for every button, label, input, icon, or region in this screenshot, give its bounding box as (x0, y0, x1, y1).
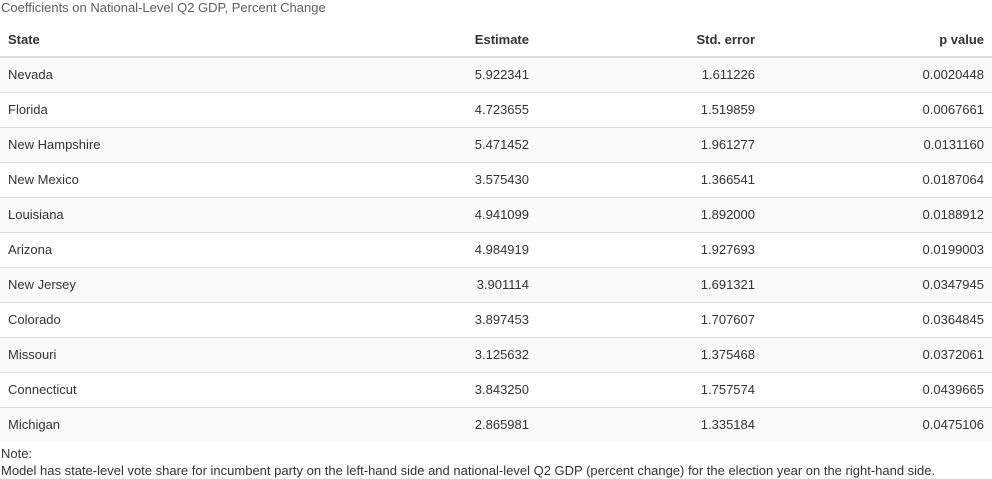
cell-std-error: 1.707607 (537, 301, 763, 337)
column-header-p-value[interactable]: p value (763, 23, 992, 58)
table-row: Colorado 3.897453 1.707607 0.0364845 (0, 301, 992, 337)
cell-std-error: 1.519859 (537, 91, 763, 127)
cell-std-error: 1.335184 (537, 406, 763, 442)
table-row: New Mexico 3.575430 1.366541 0.0187064 (0, 161, 992, 197)
cell-estimate: 3.843250 (280, 371, 537, 407)
cell-state: Louisiana (0, 196, 280, 232)
cell-estimate: 4.723655 (280, 91, 537, 127)
cell-state: Nevada (0, 56, 280, 92)
column-header-std-error[interactable]: Std. error (537, 23, 763, 58)
column-header-estimate[interactable]: Estimate (280, 23, 537, 58)
cell-estimate: 5.922341 (280, 56, 537, 92)
column-header-state[interactable]: State (0, 23, 280, 58)
table-row: Connecticut 3.843250 1.757574 0.0439665 (0, 371, 992, 407)
header-row: State Estimate Std. error p value (0, 23, 992, 58)
cell-p-value: 0.0131160 (763, 126, 992, 162)
cell-state: Michigan (0, 406, 280, 442)
cell-state: Colorado (0, 301, 280, 337)
cell-p-value: 0.0364845 (763, 301, 992, 337)
table-row: Missouri 3.125632 1.375468 0.0372061 (0, 336, 992, 372)
table-row: Louisiana 4.941099 1.892000 0.0188912 (0, 196, 992, 232)
table-body: Nevada 5.922341 1.611226 0.0020448 Florida 4.… (0, 56, 992, 442)
table-row: Nevada 5.922341 1.611226 0.0020448 (0, 56, 992, 92)
cell-state: New Jersey (0, 266, 280, 302)
table-row: New Jersey 3.901114 1.691321 0.0347945 (0, 266, 992, 302)
cell-state: New Hampshire (0, 126, 280, 162)
cell-estimate: 4.984919 (280, 231, 537, 267)
cell-estimate: 3.901114 (280, 266, 537, 302)
cell-p-value: 0.0199003 (763, 231, 992, 267)
table-notes: Note: Model has state-level vote share f… (1, 445, 935, 479)
notes-label: Note: (1, 446, 33, 461)
table-row: New Hampshire 5.471452 1.961277 0.0131160 (0, 126, 992, 162)
cell-std-error: 1.892000 (537, 196, 763, 232)
cell-p-value: 0.0067661 (763, 91, 992, 127)
table-row: Arizona 4.984919 1.927693 0.0199003 (0, 231, 992, 267)
cell-estimate: 3.897453 (280, 301, 537, 337)
cell-estimate: 2.865981 (280, 406, 537, 442)
cell-p-value: 0.0188912 (763, 196, 992, 232)
cell-state: Connecticut (0, 371, 280, 407)
cell-p-value: 0.0020448 (763, 56, 992, 92)
cell-p-value: 0.0475106 (763, 406, 992, 442)
cell-std-error: 1.611226 (537, 56, 763, 92)
coefficients-table: State Estimate Std. error p value Nevada… (0, 23, 992, 442)
cell-p-value: 0.0347945 (763, 266, 992, 302)
table-header: State Estimate Std. error p value (0, 23, 992, 58)
cell-state: Florida (0, 91, 280, 127)
table-row: Florida 4.723655 1.519859 0.0067661 (0, 91, 992, 127)
cell-p-value: 0.0439665 (763, 371, 992, 407)
cell-std-error: 1.927693 (537, 231, 763, 267)
cell-state: Arizona (0, 231, 280, 267)
cell-std-error: 1.691321 (537, 266, 763, 302)
cell-p-value: 0.0187064 (763, 161, 992, 197)
cell-std-error: 1.366541 (537, 161, 763, 197)
cell-estimate: 5.471452 (280, 126, 537, 162)
table-caption: Coefficients on National-Level Q2 GDP, P… (1, 0, 326, 15)
cell-estimate: 4.941099 (280, 196, 537, 232)
cell-state: Missouri (0, 336, 280, 372)
cell-state: New Mexico (0, 161, 280, 197)
notes-text: Model has state-level vote share for inc… (1, 463, 936, 478)
cell-std-error: 1.757574 (537, 371, 763, 407)
cell-p-value: 0.0372061 (763, 336, 992, 372)
cell-std-error: 1.961277 (537, 126, 763, 162)
table-row: Michigan 2.865981 1.335184 0.0475106 (0, 406, 992, 442)
cell-estimate: 3.125632 (280, 336, 537, 372)
cell-estimate: 3.575430 (280, 161, 537, 197)
cell-std-error: 1.375468 (537, 336, 763, 372)
